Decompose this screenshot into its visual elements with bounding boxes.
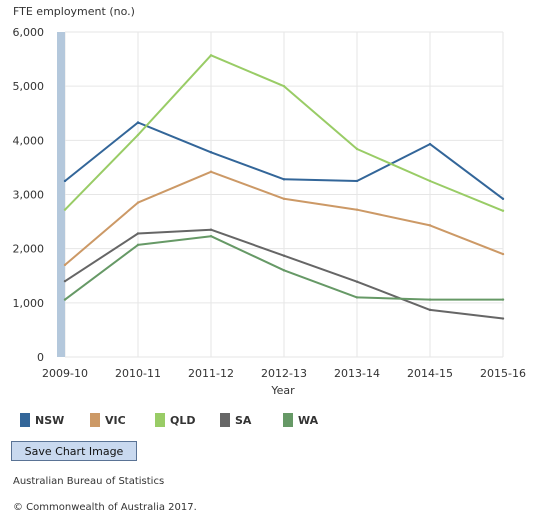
data-point-wa xyxy=(501,298,505,301)
data-point-qld xyxy=(63,208,67,211)
legend-item-wa[interactable]: WA xyxy=(283,413,319,427)
data-point-vic xyxy=(282,197,286,201)
y-tick-label: 3,000 xyxy=(13,189,45,202)
data-point-qld xyxy=(501,209,505,212)
data-point-sa xyxy=(282,254,286,257)
legend-item-qld[interactable]: QLD xyxy=(155,413,196,427)
legend[interactable]: NSW VIC QLD SA WA xyxy=(20,413,319,427)
data-point-sa xyxy=(428,308,432,312)
data-point-vic xyxy=(428,224,432,227)
y-axis-bar xyxy=(57,32,65,357)
legend-label-qld: QLD xyxy=(170,414,196,427)
series-lines xyxy=(63,54,505,320)
data-point-qld xyxy=(428,179,432,183)
y-tick-label: 6,000 xyxy=(13,26,45,39)
legend-swatch-qld xyxy=(155,413,165,427)
x-tick-label: 2011-12 xyxy=(188,367,234,380)
data-point-nsw xyxy=(428,142,432,146)
data-point-qld xyxy=(136,133,140,137)
data-point-qld xyxy=(282,84,286,88)
y-axis-ticks: 0 1,000 2,000 3,000 4,000 5,000 6,000 xyxy=(13,26,45,364)
source-text: Australian Bureau of Statistics xyxy=(13,476,165,487)
x-tick-label: 2015-16 xyxy=(480,367,526,380)
data-point-qld xyxy=(355,147,359,151)
data-point-vic xyxy=(501,252,505,256)
legend-label-sa: SA xyxy=(235,414,252,427)
data-point-nsw xyxy=(209,151,213,154)
x-tick-label: 2013-14 xyxy=(334,367,380,380)
legend-swatch-nsw xyxy=(20,413,30,427)
x-tick-label: 2012-13 xyxy=(261,367,307,380)
data-point-wa xyxy=(136,243,140,247)
y-tick-label: 2,000 xyxy=(13,243,45,256)
data-point-wa xyxy=(63,298,67,301)
data-point-wa xyxy=(282,269,286,272)
legend-swatch-wa xyxy=(283,413,293,427)
legend-label-wa: WA xyxy=(298,414,319,427)
data-point-vic xyxy=(209,170,213,173)
data-point-wa xyxy=(209,235,213,238)
data-point-sa xyxy=(355,280,359,283)
y-axis-title: FTE employment (no.) xyxy=(13,5,135,18)
legend-item-sa[interactable]: SA xyxy=(220,413,252,427)
data-point-sa xyxy=(63,279,67,283)
y-tick-label: 1,000 xyxy=(13,297,45,310)
data-point-nsw xyxy=(282,178,286,181)
y-tick-label: 0 xyxy=(37,351,44,364)
x-tick-label: 2010-11 xyxy=(115,367,161,380)
legend-item-nsw[interactable]: NSW xyxy=(20,413,64,427)
data-point-nsw xyxy=(501,197,505,201)
data-point-wa xyxy=(355,296,359,299)
gridlines xyxy=(64,31,504,358)
legend-swatch-vic xyxy=(90,413,100,427)
data-point-sa xyxy=(501,317,505,320)
data-point-vic xyxy=(136,201,140,204)
data-point-sa xyxy=(136,232,140,235)
legend-label-nsw: NSW xyxy=(35,414,64,427)
data-point-nsw xyxy=(63,179,67,183)
x-axis-title: Year xyxy=(270,384,295,397)
data-point-vic xyxy=(355,208,359,211)
data-point-nsw xyxy=(355,179,359,183)
legend-item-vic[interactable]: VIC xyxy=(90,413,126,427)
x-axis-ticks: 2009-10 2010-11 2011-12 2012-13 2013-14 2014-… xyxy=(42,367,526,380)
x-tick-label: 2014-15 xyxy=(407,367,453,380)
copyright-text: © Commonwealth of Australia 2017. xyxy=(13,502,197,513)
legend-swatch-sa xyxy=(220,413,230,427)
legend-label-vic: VIC xyxy=(105,414,126,427)
data-point-nsw xyxy=(136,121,140,124)
save-chart-image-button[interactable]: Save Chart Image xyxy=(11,441,137,461)
x-tick-label: 2009-10 xyxy=(42,367,88,380)
data-point-sa xyxy=(209,228,213,231)
data-point-wa xyxy=(428,298,432,301)
data-point-vic xyxy=(63,263,67,267)
y-tick-label: 4,000 xyxy=(13,134,45,147)
data-point-qld xyxy=(209,54,213,57)
line-chart: FTE employment (no.) 0 1,000 2,000 3,000 4,0… xyxy=(13,5,526,427)
y-tick-label: 5,000 xyxy=(13,80,45,93)
